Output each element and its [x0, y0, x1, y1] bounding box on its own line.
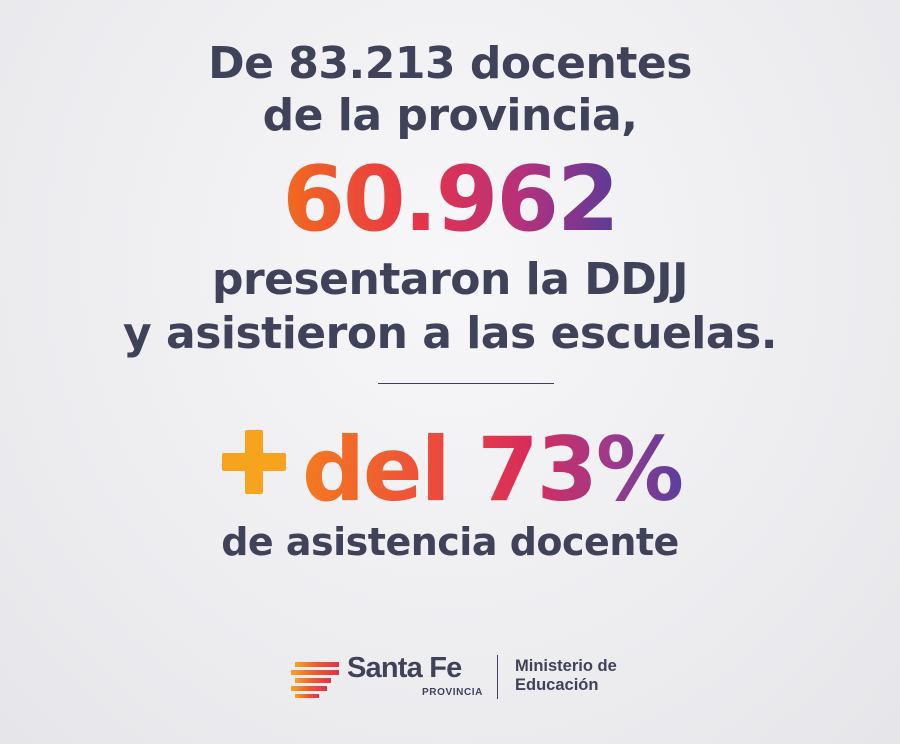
brand-name: Santa Fe: [347, 652, 462, 684]
headline: De 83.213 docentes de la provincia,: [0, 38, 900, 142]
ministry-line-1: Ministerio de: [515, 657, 617, 675]
highlight-number-text: 60.962: [282, 147, 619, 252]
santa-fe-logo-icon: [289, 658, 343, 702]
plus-icon: [218, 418, 290, 518]
highlight-number: 60.962: [0, 150, 900, 250]
headline-line-2: de la provincia,: [262, 90, 638, 141]
percent-headline: del 73%: [0, 420, 900, 526]
footer: Santa Fe PROVINCIA Ministerio de Educaci…: [0, 650, 900, 710]
divider: [378, 383, 554, 384]
percent-caption: de asistencia docente: [221, 520, 679, 564]
footer-divider: [497, 655, 498, 699]
headline-line-1: De 83.213 docentes: [208, 38, 692, 89]
statement-line-2: y asistieron a las escuelas.: [123, 308, 777, 359]
statement-line-1: presentaron la DDJJ: [211, 254, 689, 305]
ministry-name: Ministerio de Educación: [515, 657, 617, 695]
statement: presentaron la DDJJ y asistieron a las e…: [0, 253, 900, 361]
percent-text: del 73%: [301, 418, 684, 521]
brand-subtitle: PROVINCIA: [422, 687, 483, 698]
ministry-line-2: Educación: [515, 676, 599, 694]
